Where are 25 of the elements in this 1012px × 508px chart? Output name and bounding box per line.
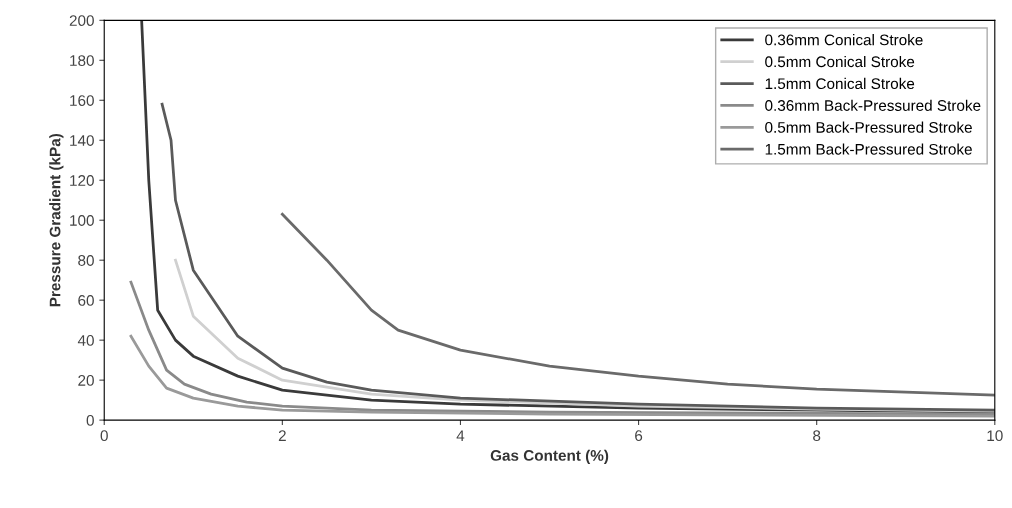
y-tick-label: 20 bbox=[78, 375, 94, 386]
legend-label: 1.5mm Conical Stroke bbox=[765, 77, 915, 90]
legend-label: 1.5mm Back-Pressured Stroke bbox=[765, 143, 972, 155]
y-tick-label: 40 bbox=[77, 335, 94, 346]
x-tick-label: 0 bbox=[100, 430, 108, 442]
x-tick-label: 10 bbox=[987, 430, 1003, 442]
y-tick-label: 180 bbox=[70, 55, 94, 66]
x-tick-label: 8 bbox=[813, 430, 821, 442]
y-tick-label: 160 bbox=[70, 95, 94, 106]
y-tick-label: 0 bbox=[86, 414, 94, 426]
legend-label: 0.36mm Conical Stroke bbox=[765, 34, 923, 46]
y-tick-label: 120 bbox=[70, 175, 94, 186]
y-tick-label: 200 bbox=[69, 15, 94, 27]
y-tick-label: 140 bbox=[70, 135, 94, 146]
x-tick-label: 4 bbox=[456, 430, 465, 441]
legend-label: 0.36mm Back-Pressured Stroke bbox=[765, 99, 981, 111]
y-axis-title: Pressure Gradient (kPa) bbox=[49, 133, 64, 307]
legend-label: 0.5mm Conical Stroke bbox=[765, 55, 915, 68]
x-tick-label: 2 bbox=[278, 430, 286, 441]
y-tick-label: 80 bbox=[78, 255, 94, 266]
x-tick-label: 6 bbox=[635, 430, 643, 442]
y-tick-label: 100 bbox=[70, 215, 94, 226]
legend-label: 0.5mm Back-Pressured Stroke bbox=[765, 121, 972, 133]
y-tick-label: 60 bbox=[78, 295, 94, 306]
x-axis-title: Gas Content (%) bbox=[490, 449, 609, 464]
